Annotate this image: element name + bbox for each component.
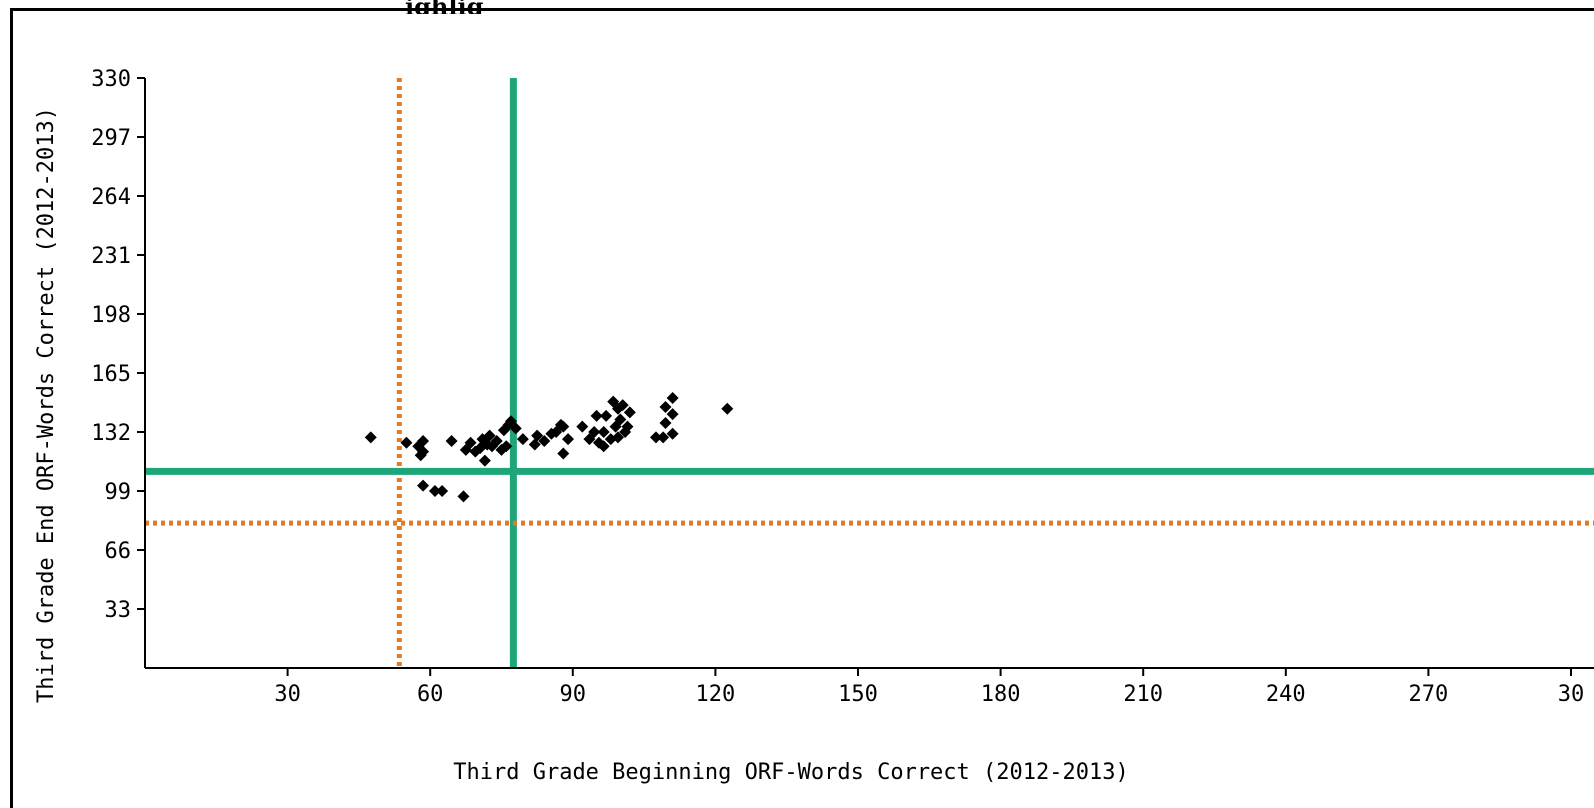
- reference-lines: [145, 78, 1594, 668]
- data-point: [666, 392, 679, 405]
- y-tick-label: 132: [91, 421, 131, 446]
- data-point: [616, 399, 629, 412]
- data-point: [557, 447, 570, 460]
- data-point: [597, 440, 610, 453]
- data-point: [436, 485, 449, 497]
- data-point: [457, 490, 470, 503]
- x-axis-label: Third Grade Beginning ORF-Words Correct …: [453, 760, 1129, 785]
- x-tick-label: 30: [1558, 682, 1585, 707]
- data-point: [428, 485, 441, 497]
- data-point: [588, 426, 601, 438]
- y-tick-label: 66: [105, 539, 132, 564]
- data-point: [483, 429, 496, 442]
- data-point: [611, 431, 624, 444]
- x-tick-label: 180: [981, 682, 1021, 707]
- data-point: [621, 420, 634, 433]
- data-point: [528, 438, 541, 451]
- data-point: [400, 436, 413, 449]
- data-point: [417, 434, 430, 447]
- y-tick-label: 33: [105, 598, 132, 623]
- chart-frame: ighlig 30 60 90 120 150 180 210 240 270 30 33 66 99 1…: [10, 0, 1594, 808]
- data-point: [576, 420, 589, 433]
- data-point: [509, 422, 522, 435]
- data-point: [562, 433, 575, 446]
- chart-title-fragment: ighlig: [405, 0, 483, 14]
- x-tick-label: 30: [274, 682, 301, 707]
- x-tick-label: 90: [560, 682, 587, 707]
- data-point: [659, 417, 672, 430]
- y-tick-label: 99: [105, 480, 132, 505]
- x-tick-label: 240: [1266, 682, 1306, 707]
- data-point: [557, 420, 570, 433]
- y-tick-label: 231: [91, 244, 131, 269]
- y-tick-label: 330: [91, 67, 131, 92]
- data-point: [649, 431, 662, 444]
- data-point: [500, 440, 513, 453]
- data-point: [614, 413, 627, 426]
- data-point: [464, 436, 477, 449]
- y-tick-label: 198: [91, 303, 131, 328]
- x-tick-label: 150: [838, 682, 878, 707]
- data-point: [659, 400, 672, 413]
- data-point: [666, 408, 679, 421]
- data-point: [590, 409, 603, 422]
- data-point: [597, 426, 610, 438]
- data-point: [623, 406, 636, 419]
- y-tick-label: 165: [91, 362, 131, 387]
- data-point: [364, 431, 377, 444]
- data-point: [478, 454, 491, 467]
- data-points: [364, 392, 734, 503]
- data-point: [538, 434, 551, 447]
- data-point: [666, 427, 679, 440]
- y-tick-label: 264: [91, 185, 131, 210]
- y-tick-label: 297: [91, 126, 131, 151]
- x-tick-label: 210: [1123, 682, 1163, 707]
- y-axis-label: Third Grade End ORF-Words Correct (2012-…: [34, 107, 59, 703]
- x-tick-label: 270: [1409, 682, 1449, 707]
- x-tick-label: 60: [417, 682, 444, 707]
- axes: 30 60 90 120 150 180 210 240 270 30 33 66 99 132 165 19…: [91, 67, 1594, 707]
- data-point: [445, 434, 458, 447]
- data-point: [417, 479, 430, 492]
- data-point: [600, 409, 613, 422]
- data-point: [721, 402, 734, 415]
- x-tick-label: 120: [696, 682, 736, 707]
- data-point: [516, 433, 529, 446]
- data-point: [490, 434, 503, 447]
- data-point: [531, 429, 544, 442]
- data-point: [417, 445, 430, 458]
- data-point: [657, 431, 670, 444]
- scatter-plot: 30 60 90 120 150 180 210 240 270 30 33 66 99 132 165 19…: [34, 67, 1594, 785]
